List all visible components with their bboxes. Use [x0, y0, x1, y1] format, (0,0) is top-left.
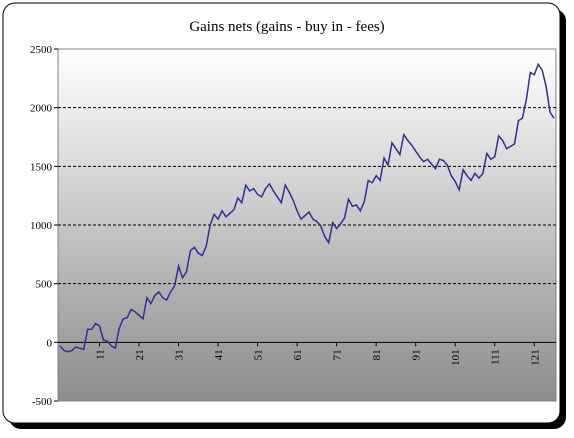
y-tick-label: 2500 — [30, 44, 53, 56]
x-tick-label: 121 — [529, 349, 541, 366]
x-tick-label: 11 — [95, 349, 107, 360]
x-tick-label: 21 — [134, 349, 146, 360]
x-tick-label: 41 — [213, 349, 225, 360]
y-tick-label: 1000 — [30, 220, 53, 232]
plot-area — [57, 48, 557, 402]
x-tick-label: 71 — [332, 349, 344, 360]
x-tick-label: 111 — [490, 349, 502, 365]
x-tick-label: 101 — [450, 349, 462, 366]
y-tick-label: 2000 — [30, 103, 53, 115]
chart-title: Gains nets (gains - buy in - fees) — [189, 19, 384, 35]
data-line — [59, 62, 555, 353]
x-tick-label: 61 — [292, 349, 304, 360]
x-tick-label: 81 — [371, 349, 383, 360]
x-tick-label: 31 — [174, 349, 186, 360]
x-tick-label: 91 — [411, 349, 423, 360]
y-tick-label: 500 — [36, 279, 53, 291]
y-tick-label: 1500 — [30, 161, 53, 173]
y-tick-label: -500 — [32, 396, 53, 408]
y-tick-label: 0 — [47, 337, 53, 349]
x-tick-label: 51 — [253, 349, 265, 360]
